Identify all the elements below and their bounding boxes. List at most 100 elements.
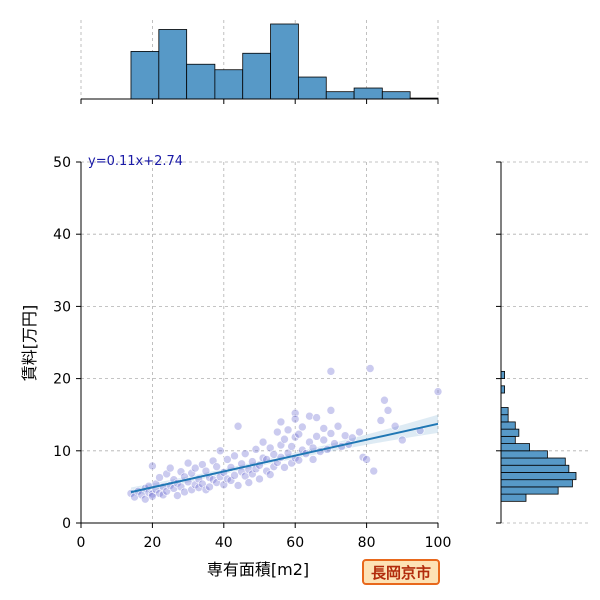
scatter-point [365, 364, 375, 373]
scatter-point [433, 387, 443, 396]
scatter-point [376, 416, 386, 425]
x-histogram-bar [325, 91, 355, 100]
scatter-point [169, 484, 179, 493]
scatter-point [326, 406, 336, 415]
x-histogram-bar [130, 51, 160, 100]
scatter-point [165, 463, 175, 473]
y-tick-label: 50 [53, 155, 71, 171]
y-axis-title: 賃料[万円] [20, 305, 39, 382]
x-histogram-bar [214, 69, 244, 100]
y-histogram-bar [500, 464, 570, 473]
scatter-point [190, 463, 200, 473]
scatter-point [148, 489, 157, 499]
right-histogram-bars [500, 370, 577, 502]
scatter-point [255, 474, 264, 484]
y-histogram-bar [500, 414, 509, 423]
scatter-point [287, 442, 296, 451]
x-histogram-bar [270, 23, 299, 100]
scatter-point [201, 485, 211, 495]
scatter-point [230, 471, 239, 480]
scatter-point [265, 470, 275, 479]
scatter-point [148, 461, 157, 471]
scatter-point [176, 482, 186, 492]
scatter-point [305, 411, 314, 421]
scatter-point [226, 476, 236, 485]
scatter-point [248, 469, 257, 479]
tick-labels: 0 20 40 60 80 100 0 10 20 30 40 50 [53, 99, 501, 551]
scatter-point [233, 481, 243, 490]
y-histogram-bar [500, 435, 516, 444]
regression-line-group [130, 422, 439, 494]
scatter-point [397, 435, 407, 445]
y-histogram-bar [500, 472, 577, 481]
x-tick-label: 20 [143, 535, 161, 551]
scatter-point [230, 451, 239, 461]
scatter-point [276, 417, 286, 427]
scatter-point [348, 433, 357, 443]
scatter-point [269, 462, 279, 471]
x-tick-label: 0 [77, 535, 86, 551]
scatter-point [326, 367, 336, 376]
scatter-point [240, 449, 250, 458]
city-badge: 長岡京市 [362, 559, 440, 585]
y-tick-label: 0 [62, 516, 71, 532]
x-histogram-bar [242, 52, 271, 100]
scatter-point [319, 424, 329, 433]
scatter-point [215, 446, 225, 456]
scatter-point [380, 395, 389, 405]
x-histogram-bar [353, 87, 383, 100]
scatter-point [244, 478, 254, 487]
y-tick-label: 20 [53, 372, 71, 388]
scatter-point [333, 421, 343, 431]
scatter-point [183, 458, 193, 468]
scatter-point [187, 468, 196, 478]
scatter-point [308, 455, 318, 464]
y-histogram-bar [500, 493, 527, 502]
scatter-point [251, 445, 261, 454]
scatter-point [223, 455, 232, 464]
scatter-point [319, 435, 329, 445]
scatter-point [212, 462, 221, 471]
scatter-point [187, 485, 196, 495]
y-histogram-bar [500, 370, 505, 380]
scatter-point [233, 421, 243, 431]
y-histogram-bar [500, 421, 516, 430]
scatter-point [273, 427, 282, 437]
scatter-point [298, 422, 307, 432]
scatter-point [355, 427, 364, 437]
axes [80, 98, 502, 524]
scatter-point [155, 473, 164, 482]
scatter-point [290, 414, 300, 424]
scatter-point [269, 450, 279, 459]
y-histogram-bar [500, 457, 566, 466]
scatter-point [240, 471, 250, 481]
x-tick-label: 100 [425, 535, 452, 551]
y-histogram-bar [500, 443, 530, 452]
x-tick-label: 40 [215, 535, 233, 551]
x-histogram-bar [186, 63, 216, 100]
scatter-point [294, 429, 304, 439]
scatter-point [194, 483, 204, 492]
y-histogram-bar [500, 428, 520, 437]
scatter-point [205, 482, 214, 492]
top-histogram-bars [130, 23, 439, 100]
scatter-point [173, 491, 182, 500]
scatter-point [180, 487, 189, 497]
y-histogram-bar [500, 450, 548, 459]
y-histogram-bar [500, 407, 509, 416]
y-tick-label: 30 [53, 299, 71, 315]
scatter-point [362, 455, 371, 464]
y-histogram-bar [500, 486, 559, 495]
scatter-point [369, 466, 379, 476]
scatter-point [265, 443, 275, 453]
regression-equation: y=0.11x+2.74 [88, 154, 183, 169]
y-histogram-bar [500, 385, 505, 394]
regression-line [130, 422, 439, 494]
scatter-point [176, 467, 186, 477]
x-tick-label: 80 [358, 535, 376, 551]
x-tick-label: 60 [286, 535, 304, 551]
x-axis-title: 専有面積[m2] [207, 560, 309, 579]
x-histogram-bar [381, 91, 411, 100]
scatter-point [280, 434, 289, 444]
